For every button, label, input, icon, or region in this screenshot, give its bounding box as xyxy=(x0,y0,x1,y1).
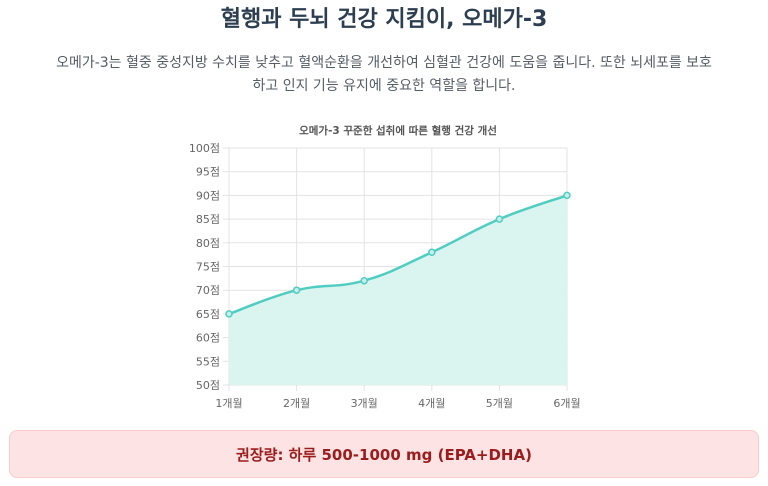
recommendation-box: 권장량: 하루 500-1000 mg (EPA+DHA) xyxy=(9,430,759,478)
data-point xyxy=(495,215,504,223)
area-fill xyxy=(229,195,567,385)
data-point xyxy=(360,276,368,285)
y-tick-label: 70점 xyxy=(196,284,220,297)
y-tick-label: 85점 xyxy=(196,213,220,226)
y-tick-label: 60점 xyxy=(196,332,220,345)
data-point xyxy=(225,310,233,318)
chart-title: 오메가-3 꾸준한 섭취에 따른 혈행 건강 개선 xyxy=(299,124,497,137)
y-tick-label: 65점 xyxy=(196,308,220,321)
y-tick-label: 75점 xyxy=(196,261,220,274)
description-line-2: 하고 인지 기능 유지에 중요한 역할을 합니다. xyxy=(252,78,516,94)
x-tick-label: 2개월 xyxy=(283,397,310,410)
x-tick-label: 3개월 xyxy=(351,397,378,410)
series-line xyxy=(228,194,568,316)
y-tick-label: 55점 xyxy=(196,355,220,368)
page-title: 혈행과 두뇌 건강 지킴이, 오메가-3 xyxy=(220,7,548,32)
recommendation-text: 권장량: 하루 500-1000 mg (EPA+DHA) xyxy=(236,445,532,464)
x-tick-label: 1개월 xyxy=(215,397,242,410)
y-tick-label: 100점 xyxy=(189,142,220,155)
y-tick-label: 95점 xyxy=(196,166,220,179)
line-chart: 오메가-3 꾸준한 섭취에 따른 혈행 건강 개선 100점 95점 90점 85점 80… xyxy=(189,124,581,410)
data-point xyxy=(292,286,301,294)
y-tick-label: 90점 xyxy=(196,189,220,202)
data-point xyxy=(428,248,436,257)
y-tick-label: 80점 xyxy=(196,237,220,250)
x-tick-label: 4개월 xyxy=(418,397,445,410)
description: 오메가-3는 혈중 중성지방 수치를 낮추고 혈액순환을 개선하여 심혈관 건강… xyxy=(0,52,768,98)
data-point xyxy=(563,191,571,200)
y-tick-label: 50점 xyxy=(196,379,220,392)
description-line-1: 오메가-3는 혈중 중성지방 수치를 낮추고 혈액순환을 개선하여 심혈관 건강… xyxy=(56,55,712,71)
x-tick-label: 5개월 xyxy=(486,397,513,410)
chart-container: 오메가-3 꾸준한 섭취에 따른 혈행 건강 개선 100점 95점 90점 85점 80… xyxy=(170,118,590,418)
x-tick-label: 6개월 xyxy=(553,397,580,410)
